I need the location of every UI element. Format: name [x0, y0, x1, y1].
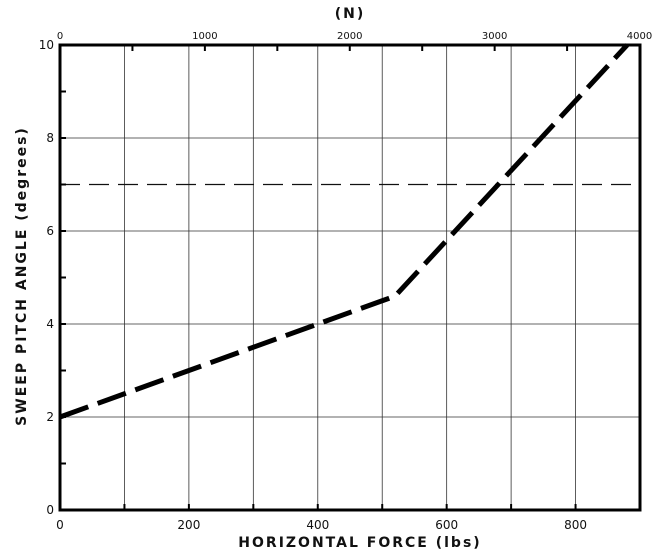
x-tick-label: 800 — [564, 518, 587, 532]
top-tick-label: 0 — [57, 31, 63, 42]
top-tick-label: 2000 — [337, 31, 362, 42]
x-tick-label: 200 — [177, 518, 200, 532]
x-tick-label: 0 — [56, 518, 64, 532]
y-tick-label: 0 — [46, 503, 54, 517]
y-tick-label: 8 — [46, 131, 54, 145]
x-axis-title: HORIZONTAL FORCE (lbs) — [238, 535, 481, 551]
grid-lines — [60, 45, 640, 510]
y-tick-label: 2 — [46, 410, 54, 424]
top-tick-label: 3000 — [482, 31, 507, 42]
y-tick-label: 10 — [39, 38, 54, 52]
top-axis-title: (N) — [335, 6, 366, 22]
x-tick-label: 400 — [306, 518, 329, 532]
plot-area-frame — [58, 43, 642, 512]
x-tick-label: 600 — [435, 518, 458, 532]
top-tick-label: 4000 — [627, 31, 652, 42]
y-axis-title: SWEEP PITCH ANGLE (degrees) — [14, 126, 30, 426]
top-tick-label: 1000 — [192, 31, 217, 42]
series-line — [59, 43, 629, 420]
y-tick-label: 6 — [46, 224, 54, 238]
y-tick-label: 4 — [46, 317, 54, 331]
